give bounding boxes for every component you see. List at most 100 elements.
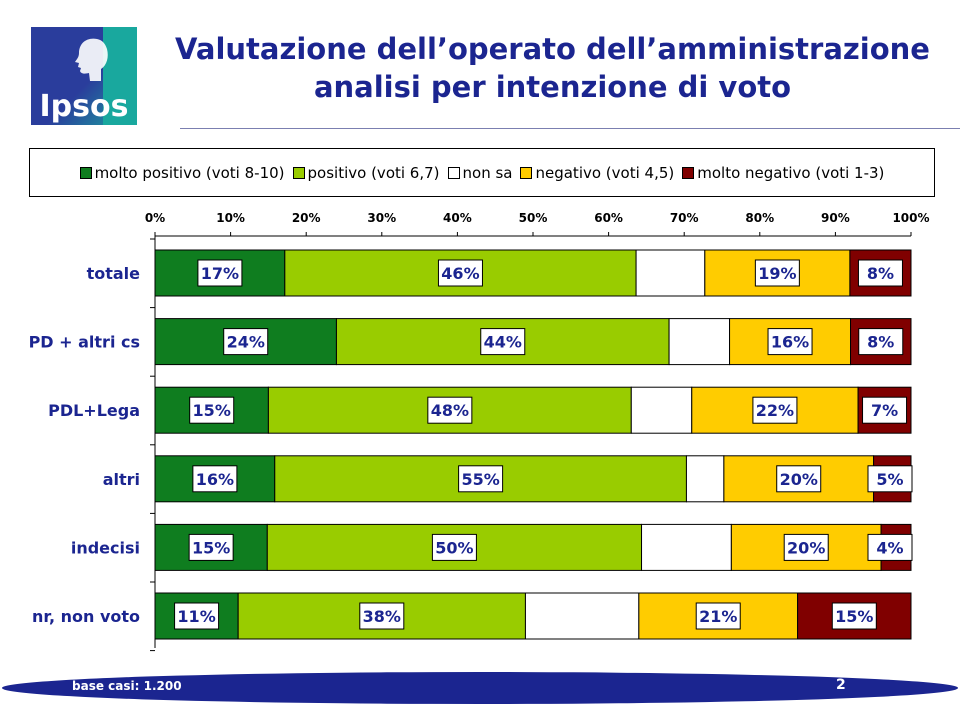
data-label-box (437, 259, 483, 287)
page-number: 2 (836, 677, 846, 693)
data-label: 15% (192, 538, 230, 557)
data-label-box (189, 396, 235, 424)
bar-segment (266, 523, 643, 571)
x-tick-label: 10% (216, 211, 245, 225)
profile-head-icon (75, 38, 108, 81)
data-label-box (776, 465, 822, 493)
data-label-box (752, 396, 798, 424)
data-label: 5% (876, 470, 903, 489)
legend-swatch (682, 166, 695, 179)
data-label: 46% (441, 264, 479, 283)
legend-swatch (292, 166, 305, 179)
data-label-box (831, 602, 877, 630)
legend-swatch (79, 166, 92, 179)
legend-label: non sa (462, 163, 513, 182)
category-label: totale (87, 264, 141, 283)
legend-item-4: molto negativo (voti 1-3) (682, 164, 884, 182)
data-label-box (188, 533, 234, 561)
data-label: 15% (193, 401, 231, 420)
data-label: 16% (771, 333, 809, 352)
x-tick-label: 30% (367, 211, 396, 225)
bar-segment (668, 318, 731, 366)
category-label: nr, non voto (32, 607, 140, 626)
data-label: 15% (835, 607, 873, 626)
data-label: 20% (780, 470, 818, 489)
data-label: 21% (699, 607, 737, 626)
logo-teal-stripe (103, 27, 137, 125)
data-label: 44% (484, 333, 522, 352)
data-label: 11% (177, 607, 215, 626)
data-label-box (427, 396, 473, 424)
bar-segment (691, 386, 859, 434)
data-label-box (858, 328, 904, 356)
bar-segment (524, 592, 640, 640)
data-label-box (767, 328, 813, 356)
legend-item-2: non sa (447, 163, 513, 182)
data-label: 24% (227, 333, 265, 352)
x-tick-label: 0% (145, 211, 165, 225)
data-label-box (862, 396, 908, 424)
page-title: Valutazione dell’operato dell’amministra… (150, 30, 955, 106)
bar-segment (630, 386, 693, 434)
x-tick-label: 80% (745, 211, 774, 225)
data-label-box (197, 259, 243, 287)
data-label: 50% (435, 538, 473, 557)
data-label-box (480, 328, 526, 356)
legend-label: molto negativo (voti 1-3) (697, 163, 885, 182)
legend-item-1: positivo (voti 6,7) (292, 163, 440, 182)
footer-ellipse (2, 672, 958, 704)
title-divider (180, 128, 960, 129)
legend-label: negativo (voti 4,5) (535, 163, 675, 182)
category-label: indecisi (71, 538, 140, 557)
bar-segment (641, 523, 732, 571)
data-label-box (783, 533, 829, 561)
data-label-box (359, 602, 405, 630)
legend-swatch (447, 166, 460, 179)
data-label: 8% (867, 333, 894, 352)
data-label-box (431, 533, 477, 561)
legend-item-0: molto positivo (voti 8-10) (79, 163, 285, 182)
data-label-box (223, 328, 269, 356)
data-label: 38% (363, 607, 401, 626)
x-tick-label: 70% (670, 211, 699, 225)
category-label: PDL+Lega (48, 401, 140, 420)
data-label: 48% (431, 401, 469, 420)
data-label: 20% (787, 538, 825, 557)
data-label-box (174, 602, 220, 630)
data-label-box (192, 465, 238, 493)
data-label-box (695, 602, 741, 630)
legend-item-3: negativo (voti 4,5) (520, 164, 674, 182)
data-label-box (857, 259, 903, 287)
data-label: 4% (876, 538, 903, 557)
x-tick-label: 50% (519, 211, 548, 225)
data-label: 16% (196, 470, 234, 489)
category-label: altri (103, 470, 140, 489)
title-line-2: analisi per intenzione di voto (313, 70, 792, 104)
x-tick-label: 60% (594, 211, 623, 225)
data-label-box (754, 259, 800, 287)
footer-bar (2, 672, 958, 704)
base-cases-label: base casi: 1.200 (72, 679, 182, 693)
data-label-box (458, 465, 504, 493)
category-label: PD + altri cs (29, 333, 140, 352)
bar-segment (154, 592, 239, 640)
data-label: 55% (461, 470, 499, 489)
data-label: 7% (871, 401, 898, 420)
data-label-box (867, 465, 913, 493)
data-label: 22% (756, 401, 794, 420)
title-line-1: Valutazione dell’operato dell’amministra… (175, 32, 930, 66)
bar-segment (635, 249, 706, 297)
legend-swatch (520, 166, 533, 179)
legend-label: molto positivo (voti 8-10) (94, 163, 285, 182)
chart-legend: molto positivo (voti 8-10) positivo (voti… (29, 148, 935, 197)
x-tick-label: 90% (821, 211, 850, 225)
x-tick-label: 20% (292, 211, 321, 225)
bar-segment (685, 455, 725, 503)
x-tick-label: 40% (443, 211, 472, 225)
stacked-bar-chart: 0% 10% 20% 30% 40% 50% 60% 70% 80% 90% 100% totale 1… (29, 211, 930, 652)
data-label-box (867, 533, 913, 561)
legend-label: positivo (voti 6,7) (307, 163, 440, 182)
data-label: 19% (758, 264, 796, 283)
data-label: 17% (201, 264, 239, 283)
logo-text: Ipsos (39, 89, 129, 124)
